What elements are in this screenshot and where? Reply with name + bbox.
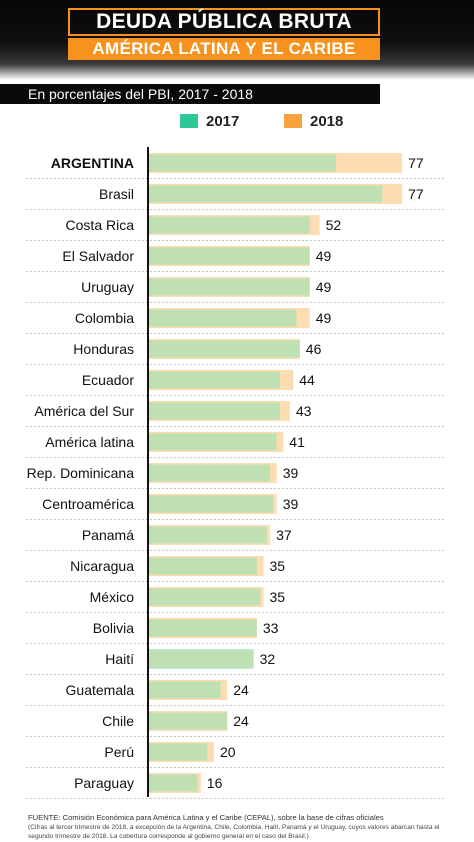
- value-label-brasil: 77: [408, 186, 424, 202]
- value-label-el-salvador: 49: [316, 248, 332, 264]
- category-label-panama: Panamá: [82, 527, 134, 543]
- bar-2017-haiti: [148, 650, 254, 668]
- footnote-source: FUENTE: Comisión Económica para América …: [28, 813, 384, 822]
- category-label-honduras: Honduras: [73, 341, 134, 357]
- bar-2017-rep-dominicana: [148, 464, 271, 482]
- category-label-mexico: México: [90, 589, 135, 605]
- value-label-centroamerica: 39: [283, 496, 299, 512]
- value-label-america-del-sur: 43: [296, 403, 312, 419]
- value-label-bolivia: 33: [263, 620, 279, 636]
- bar-2017-panama: [148, 526, 267, 544]
- bar-2017-honduras: [148, 340, 300, 358]
- value-label-america-latina: 41: [289, 434, 305, 450]
- bar-2017-america-del-sur: [148, 402, 280, 420]
- bar-2017-argentina: [148, 154, 337, 172]
- value-label-mexico: 35: [270, 589, 286, 605]
- bar-2017-colombia: [148, 309, 297, 327]
- category-label-rep-dominicana: Rep. Dominicana: [27, 465, 135, 481]
- legend-label-2018: 2018: [310, 112, 344, 130]
- category-label-guatemala: Guatemala: [66, 682, 135, 698]
- value-label-peru: 20: [220, 744, 236, 760]
- legend-label-2017: 2017: [206, 112, 240, 130]
- bar-2017-ecuador: [148, 371, 280, 389]
- category-label-brasil: Brasil: [99, 186, 134, 202]
- bar-2017-el-salvador: [148, 247, 310, 265]
- bar-2017-uruguay: [148, 278, 310, 296]
- value-label-chile: 24: [233, 713, 249, 729]
- category-label-paraguay: Paraguay: [74, 775, 134, 791]
- bar-2017-chile: [148, 712, 228, 730]
- value-label-honduras: 46: [306, 341, 322, 357]
- legend-item-2017: 2017: [180, 112, 239, 130]
- category-label-chile: Chile: [102, 713, 134, 729]
- value-label-panama: 37: [276, 527, 292, 543]
- value-label-uruguay: 49: [316, 279, 332, 295]
- category-label-el-salvador: El Salvador: [62, 248, 134, 264]
- value-label-ecuador: 44: [299, 372, 315, 388]
- category-label-colombia: Colombia: [75, 310, 134, 326]
- value-label-argentina: 77: [408, 155, 424, 171]
- bar-2017-peru: [148, 743, 208, 761]
- chart-subtitle: AMÉRICA LATINA Y EL CARIBE: [68, 38, 380, 60]
- legend-swatch-2017: [180, 114, 198, 128]
- category-label-uruguay: Uruguay: [81, 279, 134, 295]
- footnote-note: (Cifras al tercer trimestre de 2018, a e…: [28, 824, 440, 840]
- category-label-nicaragua: Nicaragua: [70, 558, 134, 574]
- bar-2017-america-latina: [148, 433, 277, 451]
- legend-item-2018: 2018: [284, 112, 343, 130]
- value-label-paraguay: 16: [207, 775, 223, 791]
- category-label-ecuador: Ecuador: [82, 372, 134, 388]
- units-label: En porcentajes del PBI, 2017 - 2018: [0, 84, 380, 104]
- category-label-america-latina: América latina: [45, 434, 134, 450]
- bar-2017-paraguay: [148, 774, 198, 792]
- bar-2017-mexico: [148, 588, 261, 606]
- value-label-haiti: 32: [260, 651, 276, 667]
- bar-2017-nicaragua: [148, 557, 257, 575]
- value-label-nicaragua: 35: [270, 558, 286, 574]
- category-label-peru: Perú: [104, 744, 134, 760]
- value-label-colombia: 49: [316, 310, 332, 326]
- category-label-centroamerica: Centroamérica: [42, 496, 134, 512]
- footnote: FUENTE: Comisión Económica para América …: [28, 813, 458, 841]
- value-label-guatemala: 24: [233, 682, 249, 698]
- bar-2017-centroamerica: [148, 495, 274, 513]
- bar-2017-brasil: [148, 185, 383, 203]
- category-label-costa-rica: Costa Rica: [66, 217, 135, 233]
- value-label-costa-rica: 52: [326, 217, 342, 233]
- chart-title: DEUDA PÚBLICA BRUTA: [68, 8, 380, 36]
- value-label-rep-dominicana: 39: [283, 465, 299, 481]
- category-label-bolivia: Bolivia: [93, 620, 134, 636]
- category-label-america-del-sur: América del Sur: [34, 403, 134, 419]
- bar-2017-bolivia: [148, 619, 257, 637]
- legend-swatch-2018: [284, 114, 302, 128]
- category-label-argentina: ARGENTINA: [51, 155, 134, 171]
- category-label-haiti: Haití: [105, 651, 134, 667]
- bar-2017-guatemala: [148, 681, 221, 699]
- bar-2017-costa-rica: [148, 216, 310, 234]
